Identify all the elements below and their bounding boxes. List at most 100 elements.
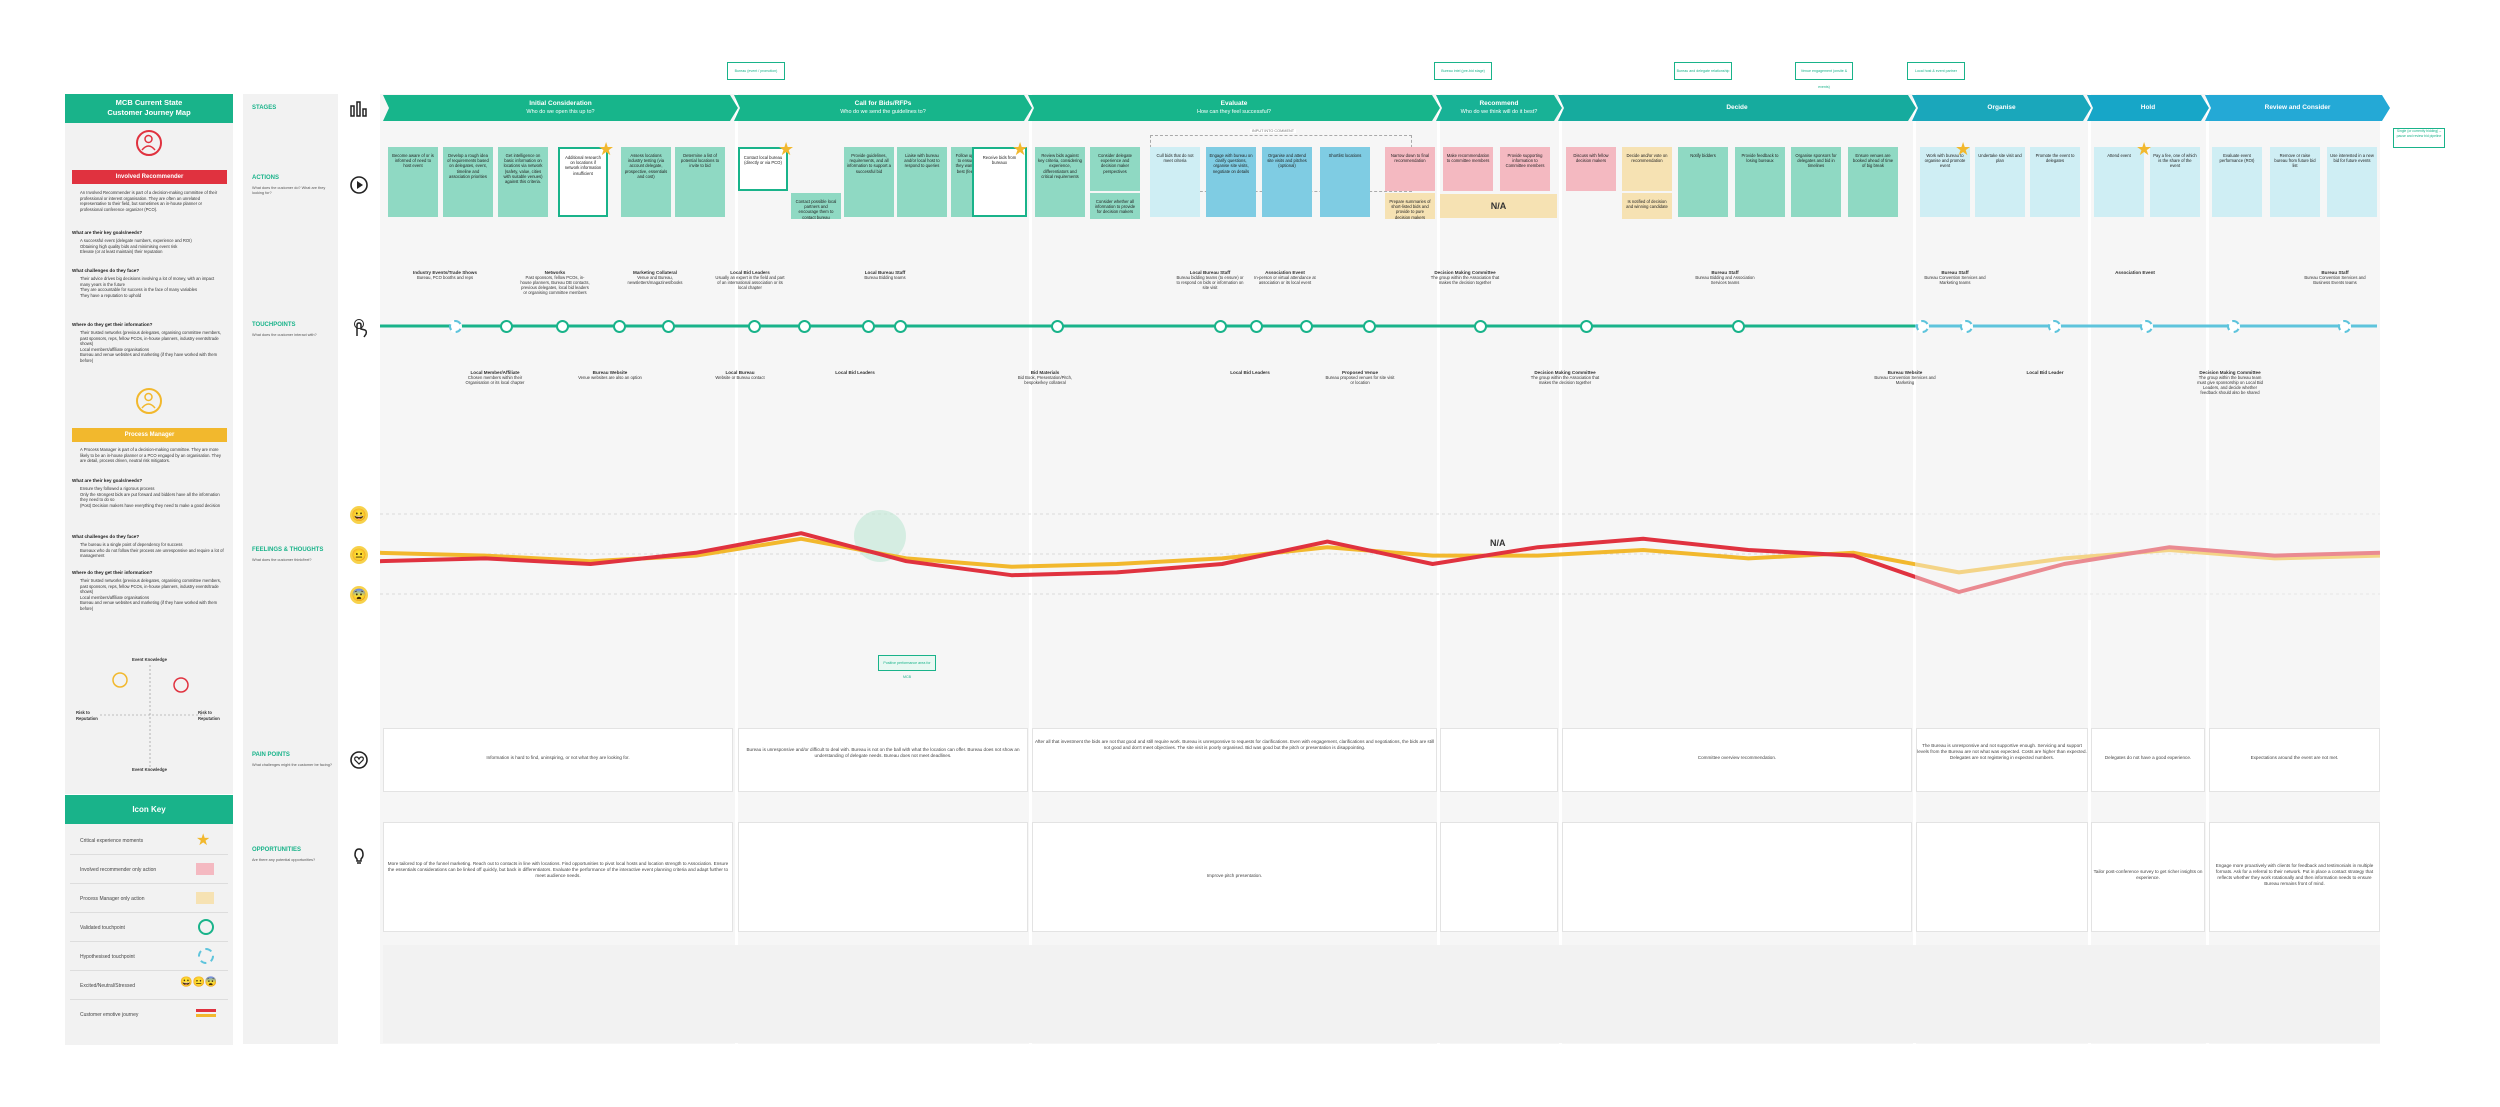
touchpoint-node[interactable] <box>1960 320 1973 333</box>
touchpoint-node[interactable] <box>1916 320 1929 333</box>
persona2-challenges-title: What challenges do they face? <box>72 534 140 539</box>
red-line-icon <box>196 1009 216 1012</box>
touchpoint-node[interactable] <box>613 320 626 333</box>
lightbulb-icon <box>348 845 370 867</box>
feelings-row-sub: What does the customer think/feel? <box>252 558 312 562</box>
hypothesised-touchpoint-icon <box>198 948 214 964</box>
touchpoint-label: Industry Events/Trade Shows Bureau, PCO b… <box>412 270 478 280</box>
action-card: Evaluate event performance (ROI) <box>2212 147 2262 217</box>
touchpoint-node[interactable] <box>2227 320 2240 333</box>
process-manager-matrix-icon <box>112 672 128 688</box>
touchpoint-node[interactable] <box>1051 320 1064 333</box>
touchpoint-label: Association Event In-person or virtual at… <box>1254 270 1316 285</box>
map-title-line2: Customer Journey Map <box>107 108 191 117</box>
action-card: Narrow down to final recommendation <box>1385 147 1435 191</box>
touchpoint-node[interactable] <box>748 320 761 333</box>
touchpoint-node[interactable] <box>862 320 875 333</box>
key-row-hypothesised: Hypothesised touchpoint <box>70 942 228 971</box>
play-circle-icon <box>348 174 370 196</box>
touchpoint-label: Local Bid Leader <box>2026 370 2064 375</box>
matrix-top-label: Event Knowledge <box>132 657 167 662</box>
opportunity-box: More tailored top of the funnel marketin… <box>383 822 733 932</box>
action-card: Is notified of decision and winning cand… <box>1622 193 1672 219</box>
touchpoint-node[interactable] <box>449 320 462 333</box>
key-row-critical: Critical experience moments ★ <box>70 826 228 855</box>
list-item: Bureau and venue websites and marketing … <box>80 352 218 363</box>
touchpoint-node[interactable] <box>1250 320 1263 333</box>
persona2-info-title: Where do they get their information? <box>72 570 153 575</box>
stage-hold[interactable]: Hold <box>2087 95 2209 121</box>
touchpoint-node[interactable] <box>2338 320 2351 333</box>
touchpoint-label: Decision Making Committee The group withi… <box>1430 270 1500 285</box>
touchpoint-node[interactable] <box>1363 320 1376 333</box>
action-card: Consider whether all information to prov… <box>1090 193 1140 219</box>
touchpoint-label: Local Bureau Staff Bureau bidding teams (… <box>1176 270 1244 290</box>
touchpoint-label: Bureau Website Venue websites are also an… <box>578 370 642 380</box>
pain-point-box: Information is hard to find, uninspiring… <box>383 728 733 792</box>
action-card: Organise and attend site visits and pitc… <box>1262 147 1312 217</box>
stage-organise[interactable]: Organise <box>1912 95 2091 121</box>
action-card: Engage with bureau on clarify questions,… <box>1206 147 1256 217</box>
opportunity-box <box>738 822 1028 932</box>
touchpoint-node[interactable] <box>798 320 811 333</box>
touchpoint-node[interactable] <box>2048 320 2061 333</box>
icon-key-title: Icon Key <box>65 795 233 824</box>
touchpoint-node[interactable] <box>2140 320 2153 333</box>
opportunity-box <box>1440 822 1558 932</box>
touchpoint-label: Local Member/Affiliate Chosen members wit… <box>465 370 525 385</box>
touchpoint-node[interactable] <box>1474 320 1487 333</box>
stage-initial-consideration[interactable]: Initial Consideration Who do we open this… <box>383 95 738 121</box>
touchpoint-node[interactable] <box>894 320 907 333</box>
action-card: Shortlist locations <box>1320 147 1370 217</box>
matrix-bottom-label: Event Knowledge <box>132 767 167 772</box>
action-card: Promote the event to delegates <box>2030 147 2080 217</box>
critical-moment-star-icon: ★ <box>2136 139 2153 159</box>
stage-decide[interactable]: Decide <box>1558 95 1916 121</box>
feelings-row-label: FEELINGS & THOUGHTS <box>252 547 324 553</box>
touchpoint-node[interactable] <box>662 320 675 333</box>
map-title-line1: MCB Current State <box>115 98 183 107</box>
action-card: Develop a rough idea of requirements bas… <box>443 147 493 217</box>
stage-call-for-bids[interactable]: Call for Bids/RFPs Who do we send the gui… <box>734 95 1032 121</box>
action-card: Organise sponsors for delegates and bid … <box>1791 147 1841 217</box>
cream-swatch-icon <box>196 892 214 904</box>
validated-touchpoint-icon <box>198 919 214 935</box>
stage-evaluate[interactable]: Evaluate How can they feel successful? <box>1028 95 1440 121</box>
touchpoint-label: Marketing Collateral Venue and Bureau, ne… <box>627 270 683 285</box>
pain-point-box: Delegates do not have a good experience. <box>2091 728 2205 792</box>
touchpoint-label: Decision Making Committee The group withi… <box>1530 370 1600 385</box>
touchpoint-node[interactable] <box>556 320 569 333</box>
persona2-tag: Process Manager <box>72 428 227 442</box>
list-item: Obtaining high quality bids and minimisi… <box>80 243 178 249</box>
key-row-validated: Validated touchpoint <box>70 913 228 942</box>
list-item: Bureau and venue websites and marketing … <box>80 600 218 611</box>
touchpoint-label: Decision Making Committee The group withi… <box>2197 370 2263 395</box>
involved-recommender-matrix-icon <box>173 677 189 693</box>
action-card: Liaise with bureau and/or local host to … <box>897 147 947 217</box>
stage-review-and-consider[interactable]: Review and Consider <box>2205 95 2390 121</box>
opportunity-box: Engage more proactively with clients for… <box>2209 822 2380 932</box>
touchpoint-label: Association Event <box>2115 270 2155 275</box>
future-fade <box>1915 480 2380 620</box>
key-row-process: Process Manager only action <box>70 884 228 913</box>
list-item: The bureau is a single point of dependen… <box>80 542 183 547</box>
action-card: Discuss with fellow decision makers <box>1566 147 1616 191</box>
opportunity-box <box>1562 822 1912 932</box>
action-card: Assess locations industry testing (via a… <box>621 147 671 217</box>
touchpoint-node[interactable] <box>1300 320 1313 333</box>
stage-recommend[interactable]: Recommend Who do we think will do it best… <box>1436 95 1562 121</box>
map-title: MCB Current State Customer Journey Map <box>65 94 233 123</box>
persona1-info-list: Their trusted networks (previous delegat… <box>80 330 225 364</box>
actions-row-label: ACTIONS <box>252 175 279 181</box>
critical-moment-star-icon: ★ <box>598 139 615 159</box>
touchpoint-node[interactable] <box>1580 320 1593 333</box>
action-card: Determine a list of potential locations … <box>675 147 725 217</box>
action-card: Contact possible local partners and enco… <box>791 193 841 220</box>
touchpoint-node[interactable] <box>1732 320 1745 333</box>
touchpoint-node[interactable] <box>500 320 513 333</box>
touch-hand-icon <box>348 317 370 339</box>
bid-note-label: INPUT INTO COMMENT <box>1250 129 1297 133</box>
stage-tag: Bureau and delegate relationship <box>1674 62 1732 80</box>
touchpoint-node[interactable] <box>1214 320 1227 333</box>
action-card: Use interested in a new bid for future e… <box>2327 147 2377 217</box>
